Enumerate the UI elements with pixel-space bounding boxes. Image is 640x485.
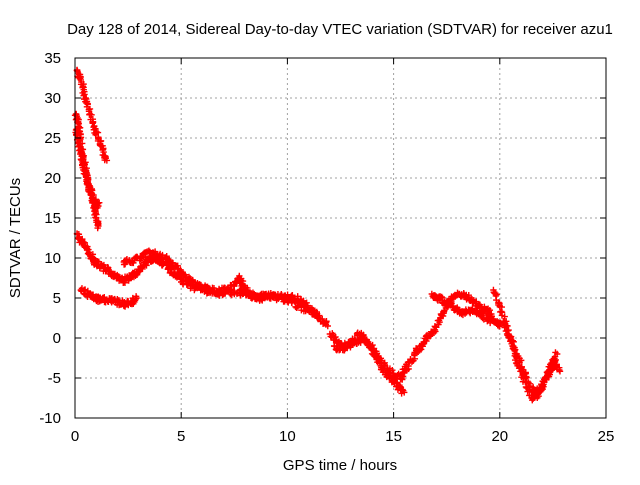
data-point (121, 279, 129, 286)
data-point (556, 368, 564, 375)
data-point (494, 299, 502, 307)
tick-layer (74, 57, 607, 419)
y-tick-label: 15 (44, 210, 61, 227)
y-tick-label: 20 (44, 170, 61, 187)
data-point (77, 75, 84, 82)
data-point (151, 248, 159, 255)
y-tick-label: -10 (39, 410, 61, 427)
data-point (518, 363, 525, 371)
data-point (405, 365, 412, 373)
x-tick-label: 20 (491, 428, 508, 445)
data-point (389, 367, 396, 374)
chart-title: Day 128 of 2014, Sidereal Day-to-day VTE… (67, 21, 613, 38)
data-point (75, 143, 82, 151)
data-point (511, 347, 518, 354)
series-arc-10 (398, 289, 495, 380)
series-arc-5 (77, 285, 140, 310)
label-layer: 0 5 10 15 20 25 -10 -5 0 5 10 15 20 25 30 35 (39, 50, 614, 445)
series-arc-13 (500, 318, 564, 398)
series-arc-11 (428, 290, 504, 330)
data-point (436, 318, 443, 326)
data-point (77, 149, 84, 156)
data-point (556, 364, 563, 371)
data-layer (71, 66, 564, 404)
data-point (94, 224, 101, 232)
series-arc-7 (178, 272, 323, 321)
grid-layer (75, 58, 606, 418)
x-tick-label: 10 (279, 428, 296, 445)
data-point (517, 357, 525, 364)
data-point (83, 245, 91, 252)
data-point (289, 292, 296, 299)
data-point (552, 356, 559, 364)
data-point (94, 204, 101, 212)
data-point (552, 349, 559, 356)
data-point (88, 111, 95, 118)
data-point (501, 313, 508, 320)
data-point (543, 376, 550, 384)
data-point (132, 295, 139, 302)
series-arc-4 (73, 230, 185, 287)
x-axis-label: GPS time / hours (283, 457, 397, 474)
data-point (92, 129, 100, 137)
plot-frame (74, 57, 607, 419)
data-point (332, 333, 339, 341)
data-point (364, 339, 371, 346)
data-point (130, 259, 137, 267)
y-tick-label: -5 (48, 370, 61, 387)
data-point (508, 338, 516, 346)
y-tick-label: 5 (53, 290, 61, 307)
data-point (102, 155, 109, 162)
y-tick-label: 10 (44, 250, 61, 267)
data-point (373, 350, 381, 357)
data-point (322, 319, 330, 326)
y-tick-label: 30 (44, 90, 61, 107)
data-point (510, 343, 517, 350)
data-point (344, 343, 351, 351)
data-point (291, 298, 298, 305)
data-point (399, 376, 406, 383)
data-point (351, 336, 359, 343)
data-point (505, 333, 512, 341)
data-point (430, 329, 438, 336)
data-point (507, 337, 515, 345)
data-point (73, 132, 80, 139)
data-point (75, 120, 82, 127)
y-tick-label: 25 (44, 130, 61, 147)
x-tick-label: 25 (598, 428, 615, 445)
data-point (186, 279, 193, 286)
y-tick-label: 35 (44, 50, 61, 67)
x-tick-label: 5 (177, 428, 185, 445)
x-tick-label: 0 (71, 428, 79, 445)
data-point (485, 308, 493, 316)
data-point (538, 382, 546, 389)
x-tick-label: 15 (385, 428, 402, 445)
data-point (121, 260, 129, 268)
data-point (120, 278, 127, 286)
data-point (139, 265, 146, 273)
data-point (426, 333, 434, 340)
data-point (78, 155, 86, 163)
y-tick-label: 0 (53, 330, 61, 347)
data-point (96, 199, 103, 206)
y-axis-label: SDTVAR / TECUs (7, 178, 24, 298)
data-point (315, 312, 323, 320)
data-point (140, 253, 148, 261)
series-arc-3 (72, 125, 103, 212)
data-point (399, 387, 407, 394)
data-point (526, 380, 534, 388)
